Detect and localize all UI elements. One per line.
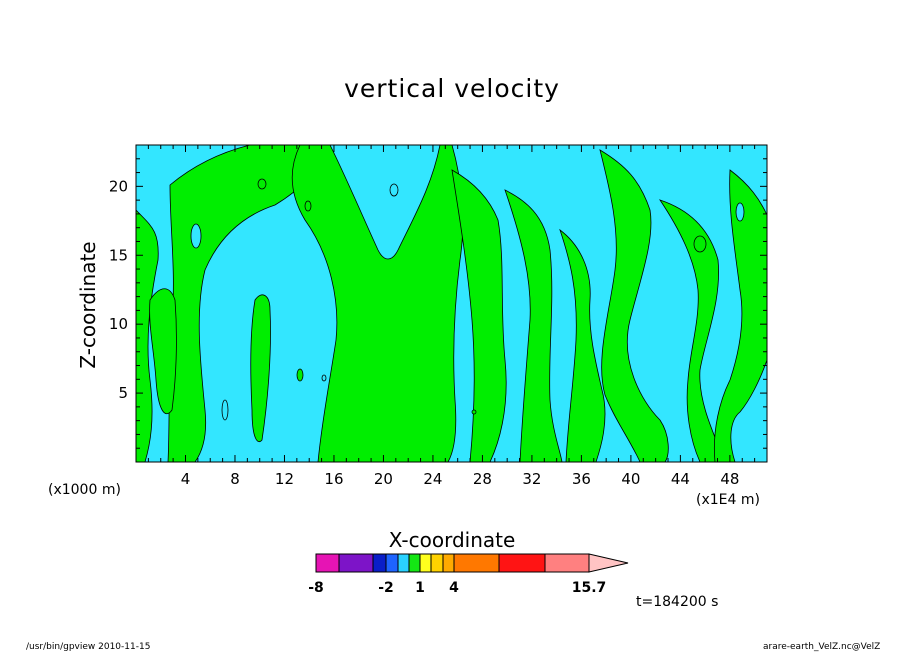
- contour-region-7: [599, 149, 669, 462]
- colorbar-bin: [397, 553, 410, 573]
- contour-region-11: [250, 294, 271, 443]
- contour-cell-8: [735, 202, 745, 222]
- x-tick-label: 40: [621, 470, 640, 488]
- colorbar-bin: [453, 553, 500, 573]
- contour-region-6: [559, 228, 606, 462]
- colorbar-bin: [430, 553, 444, 573]
- contour-region-8: [659, 199, 726, 462]
- contour-cell-5: [693, 235, 707, 253]
- contour-region-1: [136, 209, 159, 462]
- contour-region-3: [291, 145, 464, 462]
- x-tick-label: 48: [720, 470, 739, 488]
- colorbar-tick-label: 1: [415, 580, 425, 596]
- contour-cell-4: [190, 223, 202, 249]
- x-tick-label: 36: [572, 470, 591, 488]
- contour-cell-9: [296, 368, 304, 382]
- colorbar-tick-label: -8: [308, 580, 324, 596]
- contour-region-5: [504, 189, 563, 462]
- x-tick-label: 28: [473, 470, 492, 488]
- y-tick-label: 15: [109, 246, 128, 264]
- colorbar-bin: [338, 553, 374, 573]
- x-tick-label: 4: [181, 470, 191, 488]
- colorbar-bin: [442, 553, 455, 573]
- x-tick-label: 20: [374, 470, 393, 488]
- footer-program: /usr/bin/gpview 2010-11-15: [26, 642, 151, 652]
- contour-cell-1: [257, 178, 267, 190]
- contour-cell-3: [304, 200, 312, 212]
- contour-cell-6: [321, 374, 327, 382]
- colorbar-bin: [419, 553, 432, 573]
- x-axis-label: X-coordinate: [388, 528, 516, 552]
- y-unit-label: (x1000 m): [48, 482, 121, 498]
- colorbar-bin: [372, 553, 387, 573]
- colorbar-bin: [408, 553, 421, 573]
- x-tick-label: 44: [671, 470, 690, 488]
- colorbar-bin: [498, 553, 546, 573]
- contour-region-10: [149, 288, 177, 415]
- y-tick-label: 10: [109, 315, 128, 333]
- x-tick-label: 32: [522, 470, 541, 488]
- x-tick-label: 12: [275, 470, 294, 488]
- colorbar-bin: [385, 553, 399, 573]
- colorbar-tick-label: 15.7: [572, 580, 607, 596]
- contour-cell-7: [471, 409, 477, 415]
- y-tick-label: 20: [109, 177, 128, 195]
- colorbar: -8 -2 1 4 15.7: [308, 553, 629, 596]
- colorbar-tick-label: 4: [449, 580, 459, 596]
- contour-field: [136, 145, 767, 462]
- colorbar-tick-label: -2: [378, 580, 394, 596]
- contour-cell-10: [221, 399, 229, 421]
- colorbar-bin: [315, 553, 340, 573]
- x-unit-label: (x1E4 m): [696, 492, 760, 508]
- contour-cell-2: [389, 183, 399, 197]
- y-tick-label: 5: [118, 384, 128, 402]
- contour-region-4: [451, 169, 507, 462]
- time-label: t=184200 s: [636, 594, 719, 610]
- x-tick-label: 24: [423, 470, 442, 488]
- x-tick-label: 8: [230, 470, 240, 488]
- y-axis-label: Z-coordinate: [76, 241, 100, 369]
- footer-source: arare-earth_VelZ.nc@VelZ: [763, 642, 881, 652]
- plot-frame: [135, 144, 768, 463]
- y-axis: 5 10 15 20: [109, 144, 767, 463]
- x-axis: 4 8 12 16 20 24 28 32 36 40 44 48: [135, 145, 768, 488]
- x-tick-label: 16: [324, 470, 343, 488]
- colorbar-extend-arrow: [588, 553, 629, 573]
- colorbar-bin: [544, 553, 590, 573]
- chart-title: vertical velocity: [344, 74, 560, 103]
